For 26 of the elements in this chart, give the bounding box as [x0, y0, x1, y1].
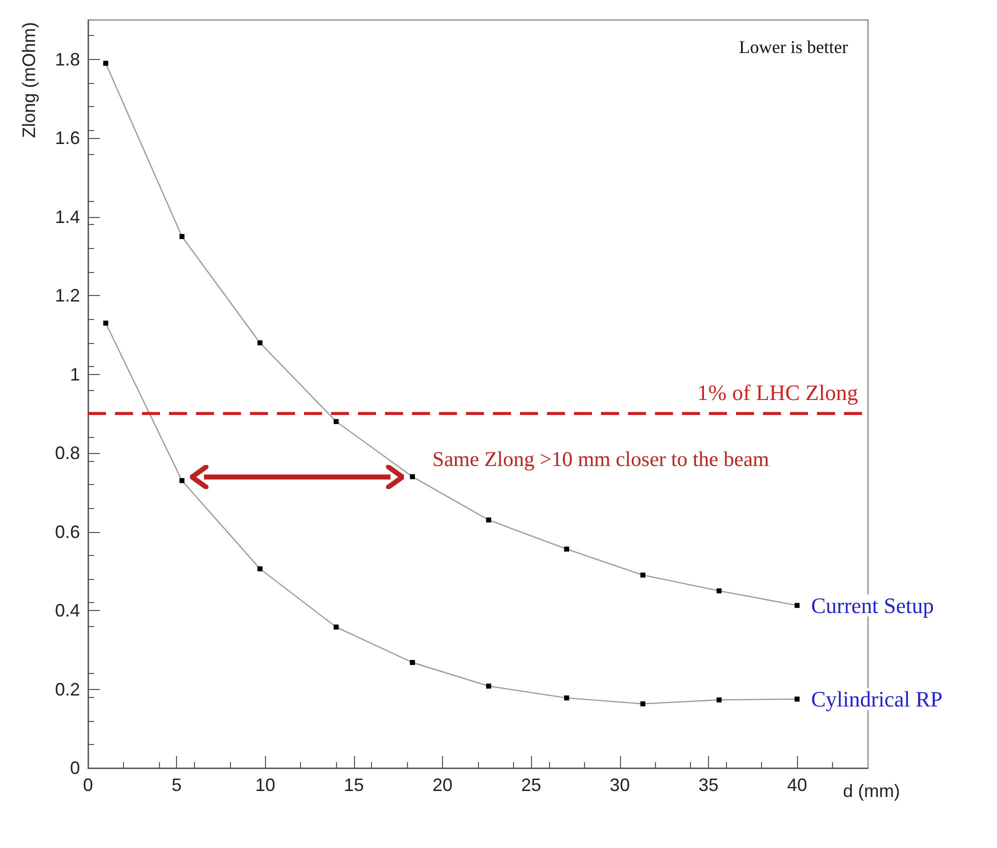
x-tick-label: 35	[698, 775, 718, 795]
y-tick-label: 1	[70, 364, 80, 384]
annotation: Lower is better	[739, 37, 848, 57]
y-tick-label: 0.8	[54, 443, 80, 464]
y-tick-label: 1.2	[54, 286, 80, 306]
series-label: Cylindrical RP	[811, 686, 942, 712]
y-tick-label: 0	[70, 758, 80, 778]
y-tick-label: 1.4	[54, 206, 80, 227]
ref-line-label: 1% of LHC Zlong	[697, 380, 858, 406]
x-tick-label: 15	[344, 775, 364, 795]
x-tick-label: 0	[82, 775, 94, 795]
x-tick-label: 5	[172, 775, 182, 795]
y-tick-label: 1.8	[54, 49, 80, 70]
x-tick-label: 25	[521, 775, 542, 795]
x-tick-label: 40	[787, 775, 808, 795]
x-tick-label: 20	[432, 775, 453, 795]
x-axis-title: d (mm)	[843, 781, 900, 801]
x-tick-label: 30	[610, 775, 630, 795]
x-tick-label: 10	[255, 775, 276, 795]
y-tick-label: 0.2	[54, 679, 80, 700]
y-tick-label: 1.6	[54, 128, 80, 148]
annotation: Same Zlong >10 mm closer to the beam	[432, 447, 770, 472]
y-tick-label: 0.6	[54, 522, 80, 542]
y-tick-label: 0.4	[54, 600, 80, 621]
series-label: Current Setup	[811, 592, 934, 618]
y-axis-title: Zlong (mOhm)	[19, 22, 39, 138]
